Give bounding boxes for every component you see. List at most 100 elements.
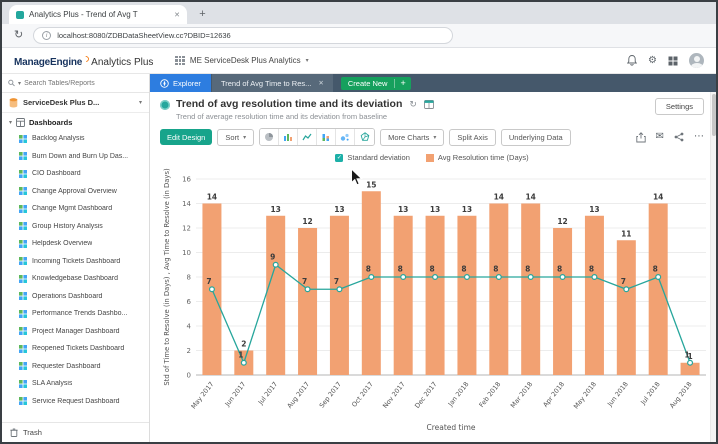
refresh-icon[interactable]: ↻ [409, 100, 417, 109]
scrollbar-thumb[interactable] [712, 94, 716, 136]
email-icon[interactable]: ✉ [656, 132, 664, 142]
share-icon[interactable] [674, 132, 684, 142]
bar[interactable] [298, 228, 317, 375]
web-chart-icon[interactable] [355, 129, 374, 145]
sidebar-item[interactable]: Performance Trends Dashbo... [2, 305, 149, 323]
legend-standard-deviation[interactable]: ✓ Standard deviation [335, 153, 410, 162]
split-axis-button[interactable]: Split Axis [449, 129, 495, 146]
line-point[interactable] [241, 360, 246, 365]
line-point[interactable] [656, 275, 661, 280]
line-point[interactable] [305, 287, 310, 292]
browser-tab[interactable]: Analytics Plus - Trend of Avg T ✕ [9, 5, 187, 24]
workspace-name: ME ServiceDesk Plus Analytics [190, 56, 301, 65]
sidebar-item[interactable]: Reopened Tickets Dashboard [2, 340, 149, 358]
line-point[interactable] [528, 275, 533, 280]
sidebar-item[interactable]: Burn Down and Burn Up Das... [2, 148, 149, 166]
chart-plot[interactable]: 0246810121416142131213151313131414121311… [160, 163, 712, 433]
sidebar-item[interactable]: Incoming Tickets Dashboard [2, 253, 149, 271]
bar[interactable] [617, 240, 636, 375]
underlying-data-button[interactable]: Underlying Data [501, 129, 571, 146]
bar[interactable] [330, 216, 349, 375]
bar[interactable] [585, 216, 604, 375]
dashboard-icon [19, 240, 27, 248]
database-icon [9, 98, 18, 108]
line-point[interactable] [401, 275, 406, 280]
line-point[interactable] [688, 360, 693, 365]
bar[interactable] [489, 204, 508, 376]
bar-chart-icon[interactable] [279, 129, 298, 145]
tab-report[interactable]: Trend of Avg Time to Res... ✕ [212, 74, 333, 92]
vertical-scrollbar[interactable] [710, 92, 716, 442]
settings-button[interactable]: Settings [655, 98, 704, 115]
sidebar-item[interactable]: Knowledgebase Dashboard [2, 270, 149, 288]
edit-design-button[interactable]: Edit Design [160, 129, 212, 145]
line-chart-icon[interactable] [298, 129, 317, 145]
sidebar-item[interactable]: Project Manager Dashboard [2, 323, 149, 341]
bar[interactable] [649, 204, 668, 376]
tab-explorer[interactable]: Explorer [150, 74, 211, 92]
page-info-icon[interactable]: i [42, 31, 51, 40]
line-point[interactable] [496, 275, 501, 280]
more-charts-button[interactable]: More Charts ▾ [380, 129, 444, 146]
sidebar-item[interactable]: Service Request Dashboard [2, 393, 149, 411]
line-point[interactable] [465, 275, 470, 280]
dashboards-section-header[interactable]: ▾ Dashboards [2, 115, 149, 130]
apps-grid-icon[interactable] [668, 56, 678, 66]
line-point[interactable] [369, 275, 374, 280]
sidebar-item[interactable]: Backlog Analysis [2, 130, 149, 148]
legend-swatch-icon [426, 154, 434, 162]
plus-icon[interactable]: + [394, 79, 410, 88]
bubble-chart-icon[interactable] [336, 129, 355, 145]
sidebar-item[interactable]: CIO Dashboard [2, 165, 149, 183]
line-point[interactable] [210, 287, 215, 292]
new-tab-button[interactable]: + [194, 5, 211, 22]
workspace-selector[interactable]: ME ServiceDesk Plus Analytics ▾ [175, 56, 308, 66]
reload-icon[interactable]: ↻ [14, 30, 23, 41]
line-point[interactable] [337, 287, 342, 292]
bar[interactable] [521, 204, 540, 376]
database-selector[interactable]: ServiceDesk Plus D... ▾ [2, 93, 149, 113]
bar[interactable] [394, 216, 413, 375]
search-input[interactable] [24, 80, 143, 87]
more-options-icon[interactable]: ⋯ [694, 132, 704, 142]
sidebar-item[interactable]: Helpdesk Overview [2, 235, 149, 253]
stacked-bar-icon[interactable] [317, 129, 336, 145]
sidebar-item[interactable]: Change Mgmt Dashboard [2, 200, 149, 218]
sort-button[interactable]: Sort ▾ [217, 129, 254, 146]
create-new-button[interactable]: Create New + [341, 77, 411, 90]
user-avatar[interactable] [689, 53, 704, 68]
sidebar-item[interactable]: Group History Analysis [2, 218, 149, 236]
view-table-icon[interactable] [424, 100, 434, 109]
line-point[interactable] [433, 275, 438, 280]
bar[interactable] [553, 228, 572, 375]
line-point[interactable] [273, 262, 278, 267]
sidebar-item[interactable]: SLA Analysis [2, 375, 149, 393]
sidebar-item[interactable]: Operations Dashboard [2, 288, 149, 306]
tab-close-icon[interactable]: ✕ [174, 11, 180, 19]
search-scope-caret-icon[interactable]: ▾ [18, 80, 21, 87]
bar-value-label: 13 [270, 205, 280, 214]
bar[interactable] [457, 216, 476, 375]
gear-icon[interactable]: ⚙ [648, 56, 657, 66]
legend-avg-resolution-time[interactable]: Avg Resolution time (Days) [426, 153, 529, 162]
line-point[interactable] [592, 275, 597, 280]
line-point[interactable] [560, 275, 565, 280]
bar[interactable] [362, 191, 381, 375]
address-bar[interactable]: i localhost:8080/ZDBDataSheetView.cc?DBI… [33, 27, 453, 44]
x-tick-label: Aug 2018 [668, 380, 694, 410]
tab-close-icon[interactable]: ✕ [318, 79, 323, 87]
line-point[interactable] [624, 287, 629, 292]
browser-window: Analytics Plus - Trend of Avg T ✕ + ↻ i … [0, 0, 718, 444]
bar[interactable] [426, 216, 445, 375]
export-icon[interactable] [636, 132, 646, 143]
bar[interactable] [266, 216, 285, 375]
trash-section[interactable]: Trash [2, 422, 149, 442]
x-tick-label: Aug 2017 [286, 380, 312, 410]
legend-checkbox-icon[interactable]: ✓ [335, 154, 343, 162]
browser-urlbar: ↻ i localhost:8080/ZDBDataSheetView.cc?D… [2, 24, 716, 48]
bar-value-label: 11 [621, 229, 631, 238]
bell-icon[interactable] [627, 55, 637, 66]
sidebar-item[interactable]: Change Approval Overview [2, 183, 149, 201]
sidebar-item[interactable]: Requester Dashboard [2, 358, 149, 376]
pie-chart-icon[interactable] [260, 129, 279, 145]
